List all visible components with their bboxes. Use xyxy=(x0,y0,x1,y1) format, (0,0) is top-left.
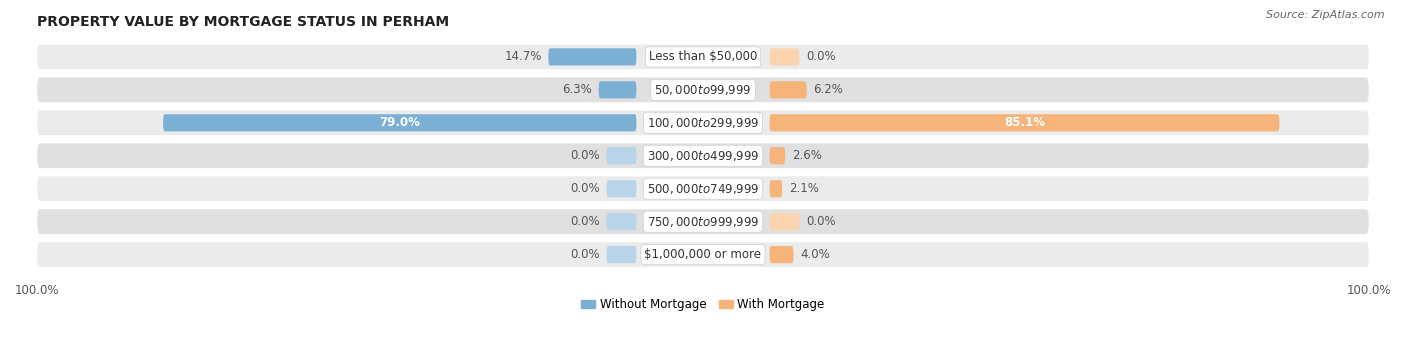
Text: 85.1%: 85.1% xyxy=(1004,116,1045,129)
Text: 2.6%: 2.6% xyxy=(792,149,821,162)
FancyBboxPatch shape xyxy=(37,242,1369,267)
FancyBboxPatch shape xyxy=(769,180,782,197)
FancyBboxPatch shape xyxy=(163,114,637,131)
Text: 2.1%: 2.1% xyxy=(789,182,818,195)
FancyBboxPatch shape xyxy=(769,147,785,164)
FancyBboxPatch shape xyxy=(37,110,1369,135)
Text: 4.0%: 4.0% xyxy=(800,248,830,261)
Text: 6.2%: 6.2% xyxy=(814,83,844,97)
Text: 0.0%: 0.0% xyxy=(571,182,600,195)
FancyBboxPatch shape xyxy=(769,48,800,65)
Text: $500,000 to $749,999: $500,000 to $749,999 xyxy=(647,182,759,196)
Text: 0.0%: 0.0% xyxy=(806,50,835,63)
FancyBboxPatch shape xyxy=(769,114,1279,131)
Text: $300,000 to $499,999: $300,000 to $499,999 xyxy=(647,149,759,163)
Text: $100,000 to $299,999: $100,000 to $299,999 xyxy=(647,116,759,130)
Text: 0.0%: 0.0% xyxy=(571,215,600,228)
Text: 79.0%: 79.0% xyxy=(380,116,420,129)
FancyBboxPatch shape xyxy=(769,213,800,230)
FancyBboxPatch shape xyxy=(37,209,1369,234)
Text: 6.3%: 6.3% xyxy=(562,83,592,97)
FancyBboxPatch shape xyxy=(37,144,1369,168)
Text: 14.7%: 14.7% xyxy=(505,50,541,63)
FancyBboxPatch shape xyxy=(606,246,637,263)
Text: 0.0%: 0.0% xyxy=(806,215,835,228)
Legend: Without Mortgage, With Mortgage: Without Mortgage, With Mortgage xyxy=(581,298,825,311)
Text: $750,000 to $999,999: $750,000 to $999,999 xyxy=(647,215,759,229)
Text: Less than $50,000: Less than $50,000 xyxy=(648,50,758,63)
FancyBboxPatch shape xyxy=(606,147,637,164)
Text: $1,000,000 or more: $1,000,000 or more xyxy=(644,248,762,261)
FancyBboxPatch shape xyxy=(769,81,807,99)
FancyBboxPatch shape xyxy=(606,180,637,197)
FancyBboxPatch shape xyxy=(599,81,637,99)
FancyBboxPatch shape xyxy=(37,45,1369,69)
FancyBboxPatch shape xyxy=(37,176,1369,201)
FancyBboxPatch shape xyxy=(37,77,1369,102)
Text: Source: ZipAtlas.com: Source: ZipAtlas.com xyxy=(1267,10,1385,20)
Text: 0.0%: 0.0% xyxy=(571,149,600,162)
FancyBboxPatch shape xyxy=(548,48,637,65)
FancyBboxPatch shape xyxy=(769,246,793,263)
Text: PROPERTY VALUE BY MORTGAGE STATUS IN PERHAM: PROPERTY VALUE BY MORTGAGE STATUS IN PER… xyxy=(37,15,450,29)
FancyBboxPatch shape xyxy=(606,213,637,230)
Text: 0.0%: 0.0% xyxy=(571,248,600,261)
Text: $50,000 to $99,999: $50,000 to $99,999 xyxy=(654,83,752,97)
